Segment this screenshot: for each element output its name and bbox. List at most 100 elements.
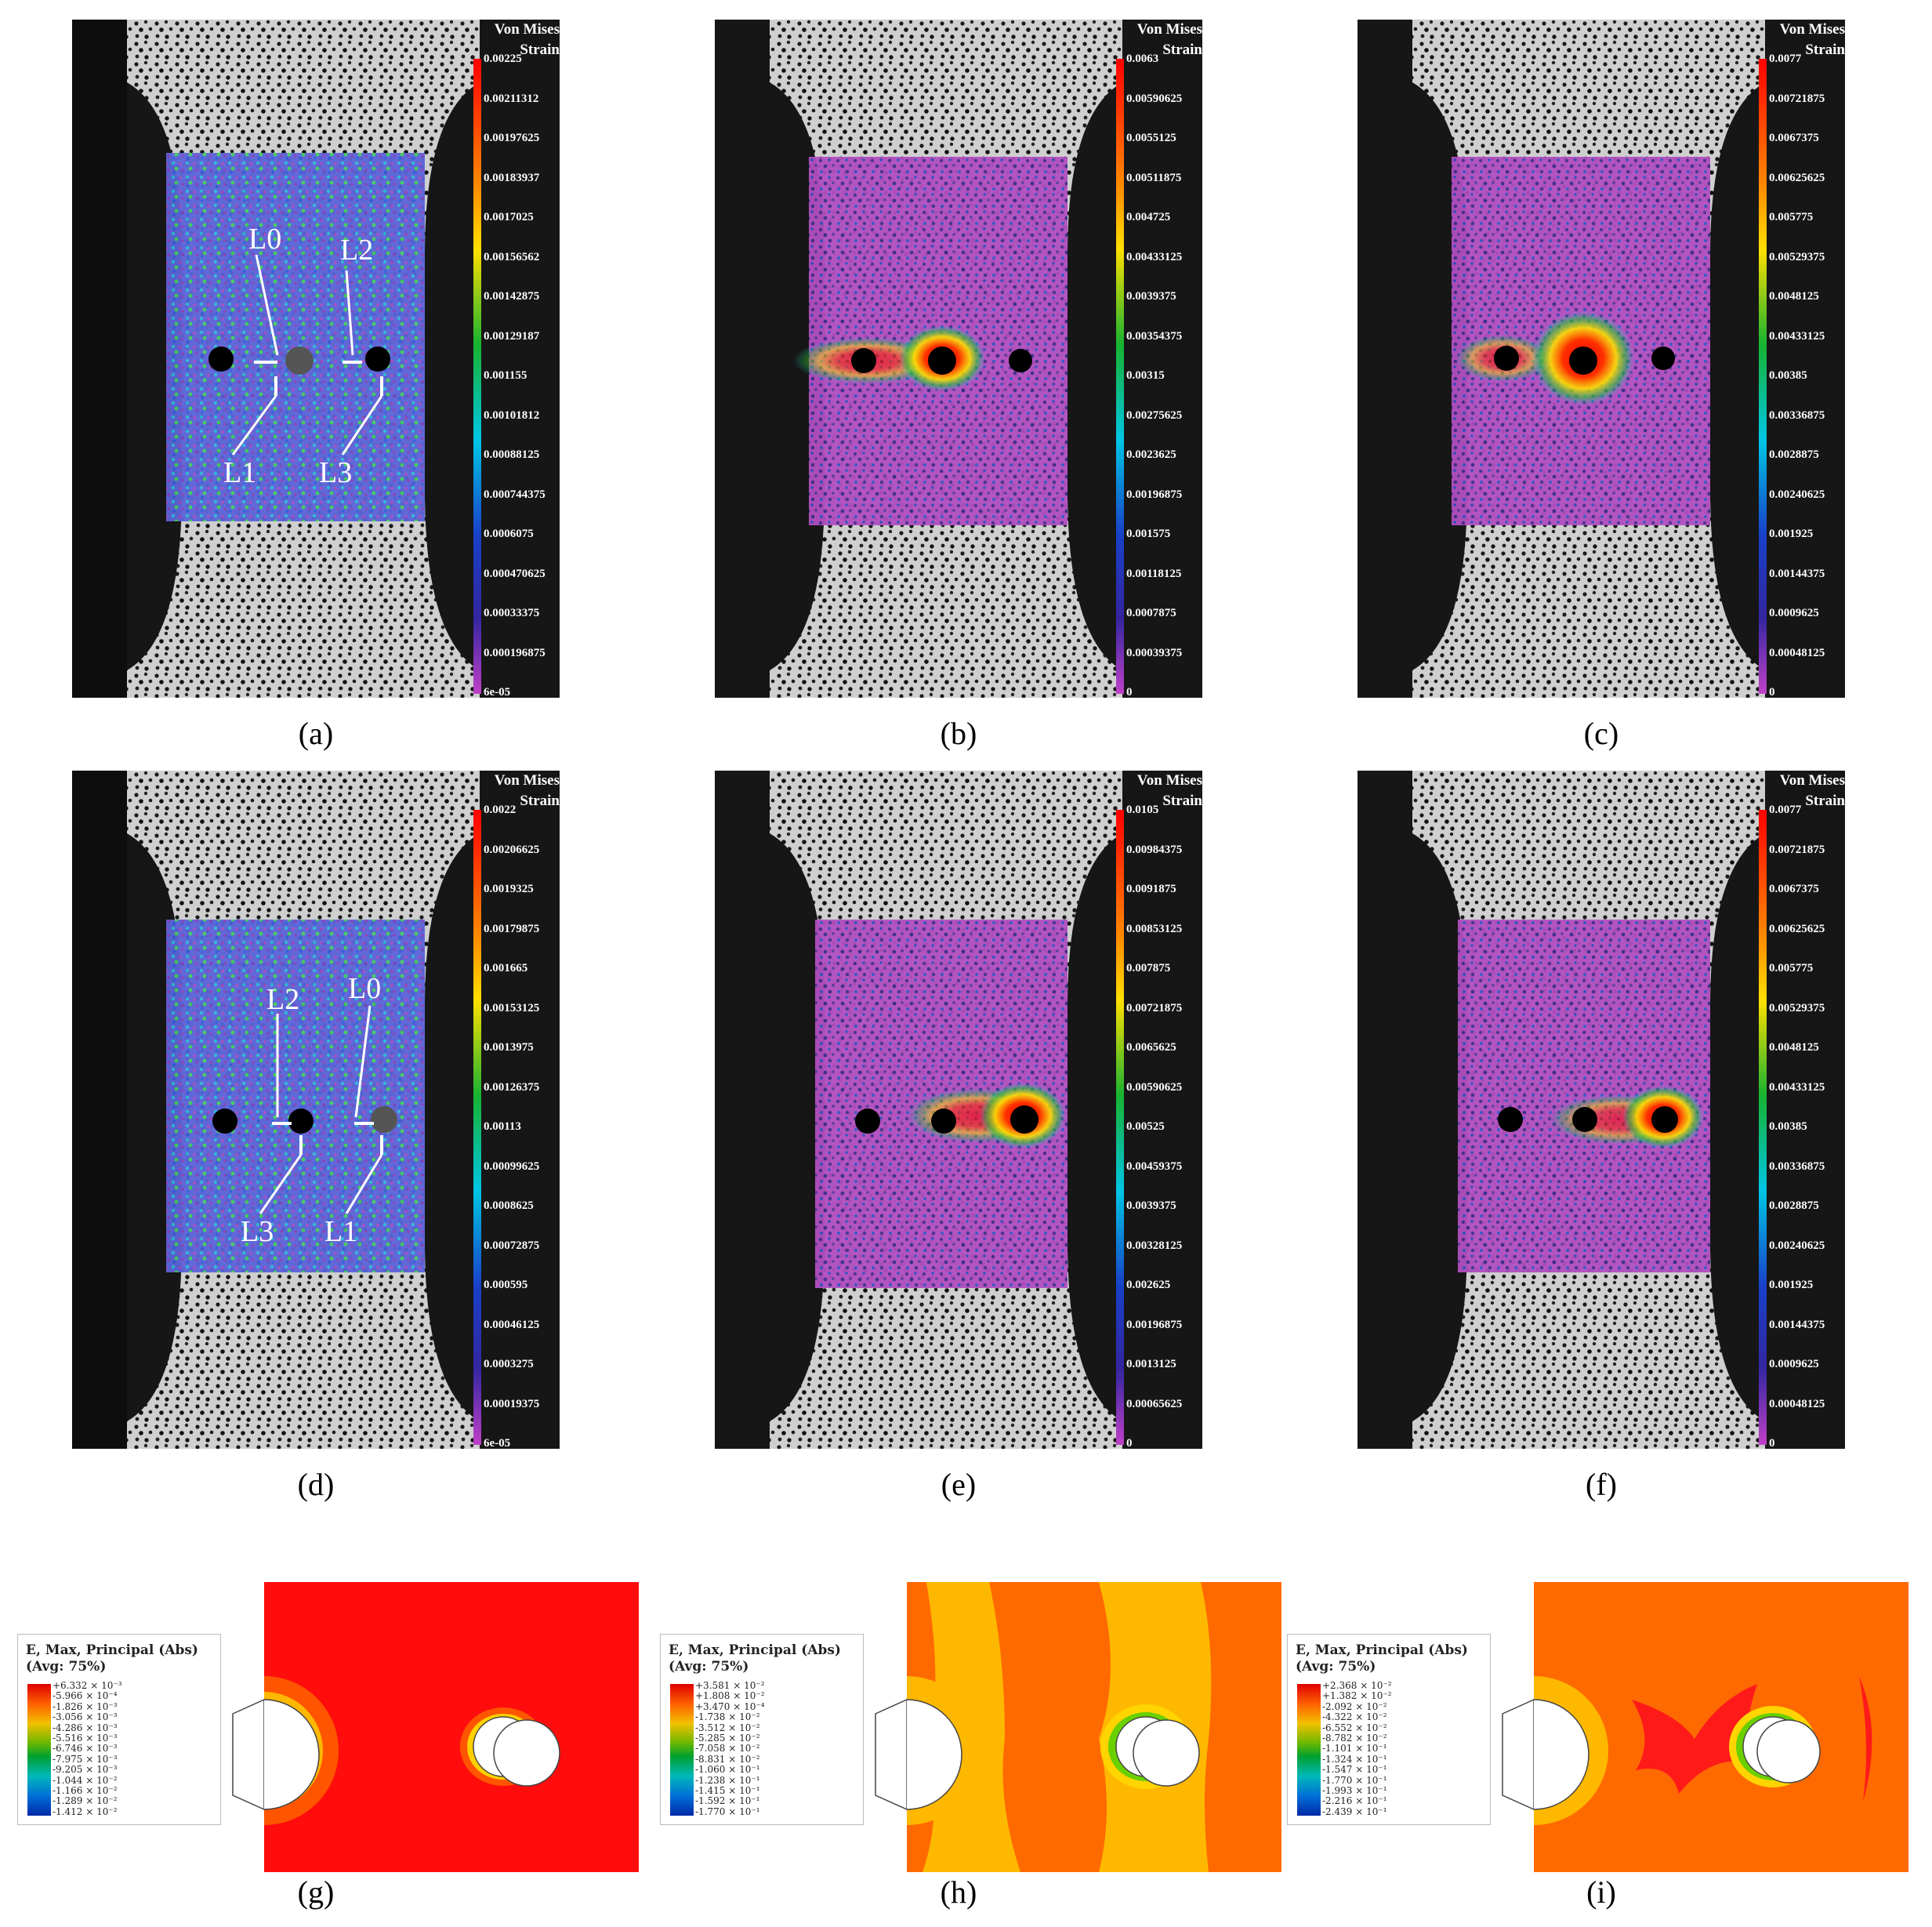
colorbar-tick: 0.00315 (1126, 369, 1165, 382)
colorbar-tick: 0.00065625 (1126, 1397, 1183, 1410)
colorbar-tick: 0.000744375 (484, 488, 546, 501)
colorbar-tick: 0.0077 (1769, 53, 1802, 65)
legend-value: -8.831 × 10⁻² (695, 1753, 760, 1765)
legend-value: -4.322 × 10⁻² (1322, 1711, 1387, 1723)
colorbar-tick: 0.00156562 (484, 250, 540, 263)
caption-b: (b) (940, 716, 977, 751)
colorbar-tick: 0.00088125 (484, 448, 540, 461)
colorbar-tick: 0.0048125 (1769, 290, 1819, 303)
fem-contour (875, 1582, 1281, 1872)
specimen-image (1357, 20, 1845, 698)
legend-value: +3.581 × 10⁻² (695, 1680, 765, 1691)
legend-value: +3.470 × 10⁻⁴ (695, 1700, 765, 1712)
annotation-L1: L1 (324, 1215, 358, 1248)
colorbar-tick: 6e-05 (484, 1437, 511, 1449)
legend-value: -3.512 × 10⁻² (695, 1722, 760, 1733)
colorbar (473, 59, 481, 694)
colorbar-tick: 0.00211312 (484, 92, 539, 105)
specimen-image (72, 20, 560, 698)
legend-title: E, Max, Principal (Abs) (1296, 1642, 1468, 1658)
colorbar-tick: 0.00196875 (1126, 1318, 1183, 1331)
contour-legend: E, Max, Principal (Abs) (Avg: 75%) +6.33… (17, 1634, 221, 1825)
colorbar-tick: 0.00385 (1769, 1120, 1807, 1133)
fem-panel-g: E, Max, Principal (Abs) (Avg: 75%) +6.33… (17, 1582, 660, 1927)
dic-panel-b: Von Mises Strain 0.0063 0.00590625 0.005512… (715, 20, 1202, 698)
colorbar-title: Von Mises Strain (1136, 21, 1202, 58)
annotation-L3: L3 (319, 456, 353, 489)
colorbar-tick: 0.0023625 (1126, 448, 1176, 461)
colorbar-tick: 0.00433125 (1126, 250, 1183, 263)
legend-value: -1.238 × 10⁻¹ (695, 1774, 760, 1786)
colorbar-tick: 0.00721875 (1126, 1001, 1183, 1014)
legend-value: -1.738 × 10⁻² (695, 1711, 760, 1723)
legend-bar (670, 1684, 694, 1816)
fem-panel-i: E, Max, Principal (Abs) (Avg: 75%) +2.36… (1287, 1582, 1930, 1927)
colorbar-tick: 0.001575 (1126, 528, 1171, 540)
colorbar-tick: 0.0028875 (1769, 1199, 1819, 1212)
colorbar-title: Von Mises Strain (494, 21, 560, 58)
legend-value: -6.552 × 10⁻² (1322, 1722, 1387, 1733)
colorbar-tick: 0.00153125 (484, 1001, 540, 1014)
legend-value: -2.439 × 10⁻¹ (1322, 1805, 1387, 1817)
colorbar-tick: 0.00118125 (1126, 567, 1182, 580)
caption-g: (g) (297, 1874, 335, 1910)
colorbar-tick: 0.00019375 (484, 1397, 540, 1410)
caption-f: (f) (1586, 1467, 1617, 1502)
annotation-L2: L2 (340, 234, 374, 267)
legend-bar (27, 1684, 51, 1816)
legend-value: -1.826 × 10⁻³ (53, 1700, 118, 1712)
colorbar-tick: 0.0017025 (484, 211, 534, 223)
colorbar-tick: 0.0008625 (484, 1199, 534, 1212)
colorbar-tick: 0.004725 (1126, 211, 1171, 223)
colorbar-tick: 0.00144375 (1769, 1318, 1825, 1331)
legend-value: -1.770 × 10⁻¹ (695, 1805, 760, 1817)
colorbar-tick: 0.0067375 (1769, 132, 1819, 144)
legend-value: -9.205 × 10⁻³ (53, 1764, 118, 1776)
colorbar-tick: 0.000595 (484, 1279, 528, 1291)
legend-value: -1.060 × 10⁻¹ (695, 1764, 760, 1776)
legend-value: -3.056 × 10⁻³ (53, 1711, 118, 1723)
colorbar-tick: 0.001925 (1769, 528, 1814, 540)
colorbar-title: Von Mises Strain (494, 772, 560, 809)
dic-panel-d: Von Mises Strain L2 L0 L3 L1 0.0022 0.0020… (72, 771, 560, 1449)
colorbar-tick: 0.00142875 (484, 290, 540, 303)
colorbar-tick: 0.00433125 (1769, 1080, 1825, 1094)
colorbar-tick: 0.00511875 (1126, 171, 1182, 184)
colorbar-tick: 0.00354375 (1126, 329, 1183, 343)
annotation-L1: L1 (223, 456, 257, 489)
legend-value: -1.324 × 10⁻¹ (1322, 1753, 1387, 1765)
colorbar-tick: 0.0039375 (1126, 1199, 1176, 1212)
colorbar-tick: 0.000470625 (484, 567, 546, 580)
colorbar-tick: 0.0091875 (1126, 883, 1176, 895)
colorbar-tick: 0.0067375 (1769, 883, 1819, 895)
colorbar-tick: 0.00336875 (1769, 408, 1825, 422)
colorbar-tick: 0.00459375 (1126, 1159, 1183, 1173)
specimen-image (715, 771, 1202, 1449)
colorbar-tick: 0.00039375 (1126, 646, 1183, 659)
colorbar-tick: 0.00126375 (484, 1080, 540, 1094)
legend-value: +1.382 × 10⁻² (1322, 1690, 1392, 1702)
legend-title: E, Max, Principal (Abs) (26, 1642, 198, 1658)
colorbar-tick: 0.00721875 (1769, 92, 1825, 105)
contour-legend: E, Max, Principal (Abs) (Avg: 75%) +2.36… (1287, 1634, 1491, 1825)
legend-bar (1297, 1684, 1321, 1816)
colorbar-tick: 0.0022 (484, 804, 517, 816)
colorbar-tick: 0.0063 (1126, 53, 1159, 65)
annotation-L2: L2 (266, 983, 300, 1016)
dic-panel-f: Von Mises Strain 0.0077 0.00721875 0.006737… (1357, 771, 1845, 1449)
colorbar-tick: 0.00525 (1126, 1120, 1165, 1133)
colorbar-tick: 0.00144375 (1769, 567, 1825, 580)
legend-value: -8.782 × 10⁻² (1322, 1733, 1387, 1744)
legend-value: -6.746 × 10⁻³ (53, 1743, 118, 1755)
colorbar-title: Von Mises Strain (1779, 21, 1845, 58)
colorbar-tick: 0.005775 (1769, 211, 1814, 223)
legend-value: -2.092 × 10⁻² (1322, 1700, 1387, 1712)
colorbar-title: Von Mises Strain (1136, 772, 1202, 809)
colorbar-tick: 0.0077 (1769, 804, 1802, 816)
annotation-L0: L0 (248, 223, 282, 256)
colorbar-tick: 0 (1769, 1437, 1775, 1449)
caption-i: (i) (1586, 1874, 1616, 1910)
legend-value: -7.975 × 10⁻³ (53, 1753, 118, 1765)
legend-value: +2.368 × 10⁻² (1322, 1680, 1392, 1691)
legend-value: -1.166 × 10⁻² (53, 1785, 118, 1796)
